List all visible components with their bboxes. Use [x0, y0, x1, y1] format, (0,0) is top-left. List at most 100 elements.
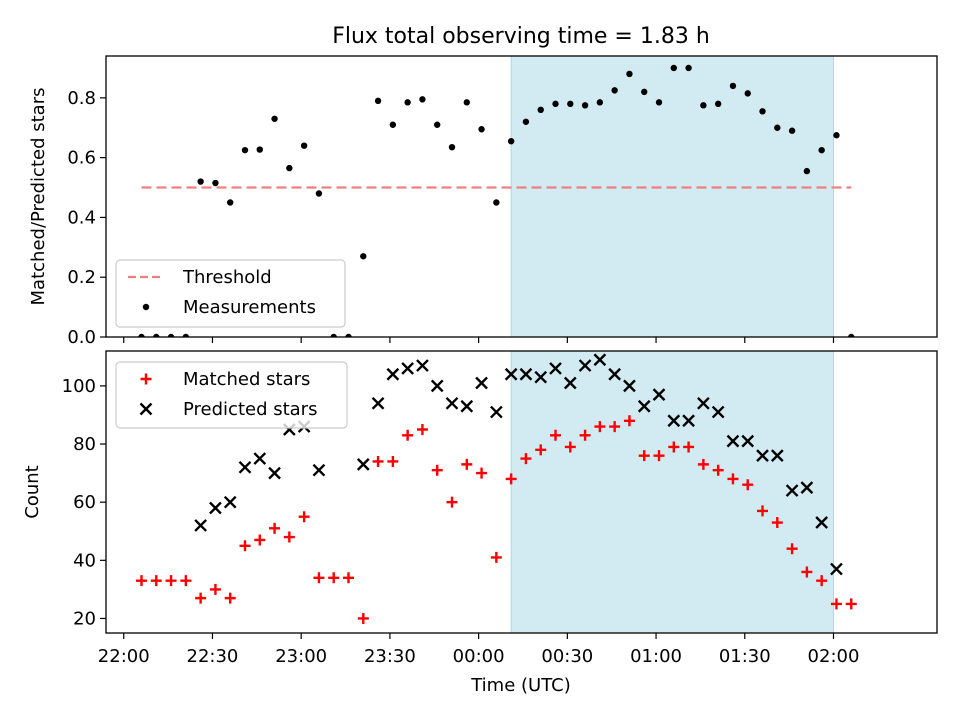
data-point-predicted-stars	[475, 376, 488, 390]
chart-title: Flux total observing time = 1.83 h	[332, 24, 710, 49]
data-point-measurements	[463, 99, 470, 106]
data-point-predicted-stars	[682, 414, 695, 428]
data-point-matched-stars	[830, 598, 842, 610]
data-point-predicted-stars	[652, 388, 666, 401]
top-legend: Threshold Measurements	[115, 259, 346, 328]
data-point-measurements	[241, 146, 249, 154]
data-point-predicted-stars	[697, 396, 710, 410]
data-point-measurements	[729, 82, 737, 90]
top-y-tick-label: 0.4	[67, 207, 96, 228]
data-point-matched-stars	[579, 429, 591, 441]
data-point-predicted-stars	[356, 458, 370, 471]
legend-label: Measurements	[183, 297, 316, 318]
data-point-matched-stars	[757, 505, 769, 517]
data-point-matched-stars	[402, 429, 414, 441]
bottom-y-tick-label: 40	[73, 550, 96, 571]
data-point-predicted-stars	[608, 367, 622, 381]
data-point-measurements	[286, 164, 293, 172]
data-point-measurements	[478, 126, 485, 133]
data-point-matched-stars	[313, 572, 325, 584]
data-point-measurements	[655, 99, 663, 106]
data-point-measurements	[581, 102, 589, 109]
x-tick-label: 23:00	[275, 646, 327, 667]
bottom-y-tick-label: 80	[73, 434, 96, 455]
data-point-predicted-stars	[386, 367, 400, 381]
x-axis-label: Time (UTC)	[470, 675, 571, 696]
data-point-predicted-stars	[445, 396, 459, 410]
data-point-matched-stars	[269, 522, 281, 534]
data-point-predicted-stars	[223, 495, 237, 509]
data-point-predicted-stars	[578, 359, 592, 372]
legend-matched-starsswatch	[140, 373, 152, 385]
top-y-axis-label: Matched/Predicted stars	[28, 88, 49, 306]
data-point-predicted-stars	[371, 396, 385, 410]
data-point-measurements	[227, 199, 234, 206]
data-point-matched-stars	[535, 444, 547, 456]
data-point-measurements	[419, 96, 426, 103]
data-point-predicted-stars	[667, 414, 681, 428]
data-point-matched-stars	[490, 551, 502, 563]
top-panel: 0.0 0.2 0.4 0.6 0.8 Matched/Predicted stars Th…	[28, 55, 938, 348]
data-point-measurements	[271, 115, 278, 122]
bottom-panel: 20 40 60 80 100 22:00 22:30 23:00 23:30 00:00 00:3…	[22, 350, 938, 667]
legend-label: Predicted stars	[183, 399, 317, 420]
bottom-legend-box	[115, 361, 348, 429]
data-point-predicted-stars	[194, 519, 207, 532]
data-point-measurements	[788, 127, 796, 134]
data-point-predicted-stars	[401, 362, 414, 375]
data-point-matched-stars	[342, 572, 354, 584]
data-point-matched-stars	[683, 441, 695, 453]
data-point-predicted-stars	[785, 484, 799, 497]
data-point-measurements	[315, 190, 323, 197]
x-tick-label: 23:30	[364, 646, 416, 667]
data-point-predicted-stars	[815, 516, 829, 529]
bottom-observing-span	[510, 351, 834, 633]
data-point-measurements	[256, 146, 263, 153]
data-point-matched-stars	[461, 458, 473, 470]
data-point-predicted-stars	[534, 370, 548, 384]
data-point-measurements	[803, 167, 811, 175]
data-point-measurements	[167, 333, 175, 337]
data-point-predicted-stars	[726, 434, 740, 448]
data-point-predicted-stars	[430, 379, 444, 393]
data-point-matched-stars	[446, 496, 458, 508]
bottom-y-tick-label: 100	[62, 376, 96, 397]
data-point-matched-stars	[239, 540, 251, 552]
top-axes-frame	[105, 55, 938, 338]
data-point-matched-stars	[387, 455, 399, 467]
bottom-legend: Matched stars Predicted stars	[115, 361, 348, 429]
x-tick-label: 01:30	[719, 646, 771, 667]
data-point-matched-stars	[195, 592, 207, 604]
top-plot-area	[138, 56, 855, 337]
data-point-predicted-stars	[711, 405, 725, 419]
data-point-predicted-stars	[460, 399, 474, 413]
data-point-matched-stars	[816, 575, 828, 587]
data-point-predicted-stars	[637, 399, 651, 413]
bottom-y-tick-label: 60	[73, 492, 96, 513]
data-point-measurements	[182, 333, 190, 337]
data-point-matched-stars	[416, 423, 428, 435]
data-point-predicted-stars	[312, 463, 326, 477]
top-legend-box	[115, 259, 346, 328]
data-point-measurements	[759, 108, 766, 115]
data-point-matched-stars	[283, 531, 295, 543]
data-point-matched-stars	[623, 415, 635, 427]
data-point-measurements	[567, 100, 574, 108]
bottom-y-tick-label: 20	[73, 608, 96, 629]
data-point-measurements	[744, 90, 751, 97]
data-point-predicted-stars	[268, 466, 281, 480]
data-point-predicted-stars	[830, 562, 843, 576]
data-point-measurements	[330, 333, 337, 337]
data-point-predicted-stars	[416, 359, 429, 372]
data-point-measurements	[626, 70, 633, 78]
data-point-matched-stars	[594, 421, 606, 433]
data-point-matched-stars	[135, 575, 147, 587]
data-point-matched-stars	[697, 458, 709, 470]
data-point-matched-stars	[564, 441, 576, 453]
data-point-predicted-stars	[741, 434, 755, 448]
top-observing-span	[510, 56, 834, 337]
data-point-measurements	[404, 99, 411, 106]
data-point-matched-stars	[505, 473, 517, 485]
data-point-measurements	[389, 121, 397, 128]
data-point-matched-stars	[550, 429, 562, 441]
